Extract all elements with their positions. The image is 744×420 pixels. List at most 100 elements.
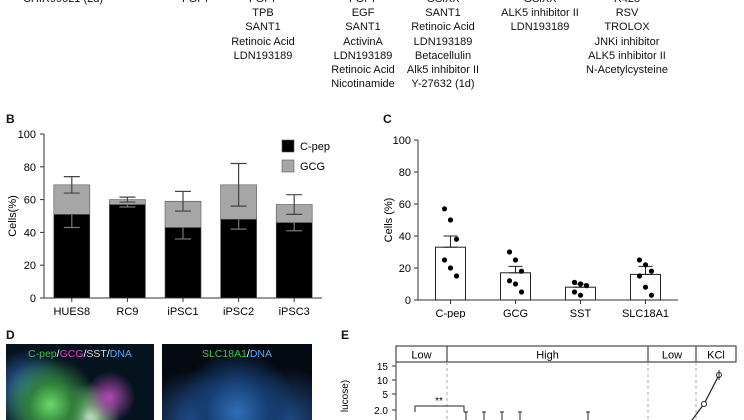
y-tick-label: 100 xyxy=(18,129,36,141)
panel-letter-e: E xyxy=(341,328,350,342)
data-point xyxy=(512,281,519,287)
x-tick-label: HUES8 xyxy=(53,306,90,318)
bar-c-pep xyxy=(220,218,257,299)
protocol-factor: Betacellulin xyxy=(414,49,472,62)
protocol-factor: N-Acetylcysteine xyxy=(586,64,668,77)
protocol-factor: Y-27632 (1d) xyxy=(411,78,475,91)
data-point xyxy=(571,279,578,285)
protocol-factor: EGF xyxy=(351,7,375,20)
y-tick-label: 80 xyxy=(24,162,36,174)
data-point xyxy=(512,257,519,263)
protocol-factor: FGF7 xyxy=(298,0,428,6)
micrograph-caption-right: SLC18A1/DNA xyxy=(162,348,312,360)
x-tick-label: iPSC1 xyxy=(167,306,198,318)
x-tick-label: SLC18A1 xyxy=(622,308,669,318)
legend-swatch-c-pep xyxy=(281,139,295,153)
data-point xyxy=(577,281,584,287)
stain-label: / xyxy=(56,348,60,360)
protocol-factor: Retinoic Acid xyxy=(331,64,395,77)
data-point xyxy=(642,284,649,290)
protocol-factor: LDN193189 xyxy=(333,49,393,62)
data-point xyxy=(447,217,454,223)
protocol-factor: Nicotinamide xyxy=(331,78,395,91)
protocol-column: FGF7 xyxy=(131,0,261,6)
protocol-factor: R428 xyxy=(562,0,692,6)
y-tick-label: 40 xyxy=(24,227,36,239)
phase-label: High xyxy=(536,350,559,362)
stain-label: SLC18A1 xyxy=(201,348,247,360)
protocol-factor: GSiXX xyxy=(475,0,605,6)
y-tick-label: 60 xyxy=(24,195,36,207)
stain-label: GCG xyxy=(59,348,84,360)
bar-c-pep xyxy=(109,204,146,299)
protocol-factor: LDN193189 xyxy=(233,49,293,62)
x-tick-label: GCG xyxy=(503,308,528,318)
data-point xyxy=(636,273,643,279)
x-tick-label: iPSC2 xyxy=(223,306,254,318)
protocol-factor: SANT1 xyxy=(425,7,461,20)
bar-chart-c: 0 20 40 60 80 100 Cells (%) C-pep GCG SST SLC18A1 xyxy=(383,135,678,318)
protocol-column: CHIR99021 (2d) xyxy=(0,0,128,6)
data-point xyxy=(583,283,590,289)
x-tick-label: RC9 xyxy=(116,306,138,318)
stain-label: / xyxy=(83,348,87,360)
protocol-factor: ALK5 inhibitor II xyxy=(501,7,579,20)
y-tick-label: 80 xyxy=(399,167,411,179)
y-tick-label: 15 xyxy=(377,362,389,373)
perifusion-chart-e: Low High Low KCl 15 10 5 2.0 lucose) ** xyxy=(340,345,737,420)
y-tick-label: 10 xyxy=(377,376,389,387)
significance-bracket xyxy=(414,405,465,412)
y-tick-label: 40 xyxy=(399,231,411,243)
protocol-factor: ALK5 inhibitor II xyxy=(588,49,666,62)
protocol-factor: ActivinA xyxy=(343,35,383,48)
data-point xyxy=(636,257,643,263)
legend-label: GCG xyxy=(300,161,325,173)
data-point xyxy=(577,292,584,298)
protocol-factor: GSiXX xyxy=(378,0,508,6)
protocol-factor: Retinoic Acid xyxy=(411,21,475,34)
panel-letter-b: B xyxy=(6,112,15,126)
protocol-factor: LDN193189 xyxy=(510,21,570,34)
data-point xyxy=(648,268,655,274)
phase-bar xyxy=(395,345,737,363)
bar-c-pep xyxy=(275,222,313,299)
protocol-factor: TROLOX xyxy=(604,21,650,34)
protocol-factor: LDN193189 xyxy=(413,35,473,48)
phase-label: Low xyxy=(411,350,431,362)
protocol-factor: Alk5 inhibitor II xyxy=(406,64,480,77)
phase-label: Low xyxy=(662,350,682,362)
protocol-factor: CHIR99021 (2d) xyxy=(0,0,128,6)
data-point xyxy=(453,273,460,279)
micrograph-cpep-gcg-sst: C-pep/GCG/SST/DNA xyxy=(6,344,154,420)
y-tick-label: 100 xyxy=(393,135,411,147)
y-axis-label: Cells (%) xyxy=(383,198,395,243)
stain-label: C-pep xyxy=(28,348,57,360)
x-tick-label: C-pep xyxy=(436,308,466,318)
protocol-factor: JNKi inhibitor xyxy=(594,35,660,48)
micrograph-caption-left: C-pep/GCG/SST/DNA xyxy=(6,348,154,360)
y-tick-label: 0 xyxy=(405,295,411,307)
data-point xyxy=(571,289,578,295)
data-point xyxy=(441,257,448,263)
y-tick-label: 5 xyxy=(382,390,388,401)
y-axis-label: lucose) xyxy=(340,380,351,412)
protocol-factor: SANT1 xyxy=(245,21,281,34)
protocol-column: GSiXXSANT1Retinoic AcidLDN193189Betacell… xyxy=(378,0,508,91)
y-axis-label: Cells(%) xyxy=(7,195,19,237)
protocol-factor: FGF7 xyxy=(198,0,328,6)
y-tick-label: 20 xyxy=(24,260,36,272)
phase-label: KCl xyxy=(707,350,725,362)
micrograph-slc18a1: SLC18A1/DNA xyxy=(162,344,312,420)
stain-label: / xyxy=(106,348,110,360)
data-point xyxy=(506,249,513,255)
protocol-factor: TPB xyxy=(252,7,274,20)
x-tick-label: SST xyxy=(570,308,592,318)
data-point xyxy=(518,289,525,295)
stacked-bar-chart-b: 0 20 40 60 80 100 Cells(%) HUES8 RC9 iPSC1 iPSC2 iP… xyxy=(7,129,330,318)
protocol-factor: RSV xyxy=(615,7,639,20)
legend-label: C-pep xyxy=(300,141,330,153)
stain-label: DNA xyxy=(109,348,132,360)
protocol-factor: FGF7 xyxy=(131,0,261,6)
